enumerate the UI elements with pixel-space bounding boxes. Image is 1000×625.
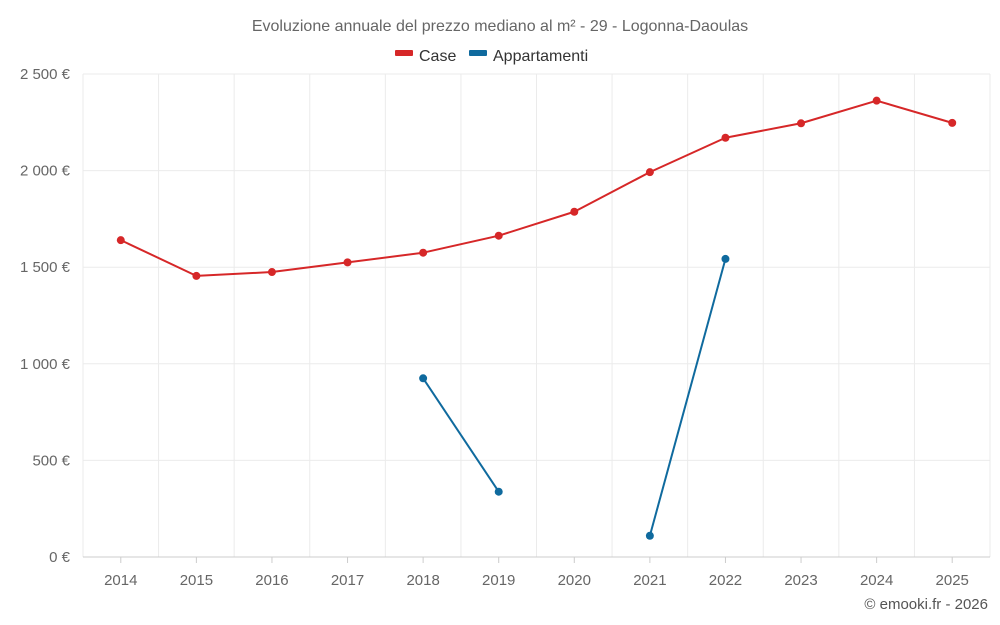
y-tick-label: 2 000 € (20, 163, 71, 180)
legend-swatch-case[interactable] (395, 50, 413, 56)
y-tick-label: 1 500 € (20, 259, 71, 276)
chart-title: Evoluzione annuale del prezzo mediano al… (252, 18, 748, 35)
series-line-case-0 (120, 99, 953, 277)
data-point-appartamenti-2019[interactable] (494, 487, 503, 496)
legend-swatch-appartamenti[interactable] (469, 50, 487, 56)
data-point-case-2023[interactable] (797, 119, 806, 128)
series-line-appartamenti-0 (422, 377, 500, 493)
x-tick-label-2017: 2017 (331, 572, 364, 589)
data-point-appartamenti-2021[interactable] (645, 531, 654, 540)
gridlines (82, 73, 991, 557)
x-tick-label-2016: 2016 (255, 572, 288, 589)
data-point-case-2015[interactable] (192, 271, 201, 280)
x-tick-label-2020: 2020 (558, 572, 591, 589)
y-tick-label: 0 € (49, 549, 71, 566)
chart-legend: Case Appartamenti (395, 48, 588, 65)
x-tick-label-2022: 2022 (709, 572, 742, 589)
y-tick-label: 2 500 € (20, 66, 71, 83)
data-point-case-2014[interactable] (116, 236, 125, 245)
y-tick-label: 1 000 € (20, 356, 71, 373)
series (116, 96, 957, 540)
data-point-appartamenti-2018[interactable] (419, 374, 428, 383)
x-tick-label-2021: 2021 (633, 572, 666, 589)
series-appartamenti (419, 254, 730, 540)
legend-label-appartamenti[interactable]: Appartamenti (493, 48, 588, 65)
x-tick-label-2019: 2019 (482, 572, 515, 589)
data-point-case-2018[interactable] (419, 248, 428, 257)
y-tick-label: 500 € (32, 452, 70, 469)
data-point-case-2017[interactable] (343, 258, 352, 267)
x-tick-label-2024: 2024 (860, 572, 893, 589)
x-tick-label-2025: 2025 (936, 572, 969, 589)
axes: 0 € 500 € 1 000 € 1 500 € 2 000 € 2 500 € 2014… (20, 66, 990, 589)
data-point-case-2019[interactable] (494, 231, 503, 240)
credit-label: © emooki.fr - 2026 (864, 596, 988, 613)
data-point-appartamenti-2022[interactable] (721, 254, 730, 263)
series-case (116, 96, 957, 280)
series-line-appartamenti-1 (648, 258, 727, 537)
data-point-case-2024[interactable] (872, 96, 881, 105)
legend-label-case[interactable]: Case (419, 48, 456, 65)
x-tick-label-2018: 2018 (406, 572, 439, 589)
data-point-case-2021[interactable] (645, 168, 654, 177)
data-point-case-2020[interactable] (570, 207, 579, 216)
x-tick-label-2023: 2023 (784, 572, 817, 589)
data-point-case-2016[interactable] (267, 268, 276, 277)
x-tick-label-2015: 2015 (180, 572, 213, 589)
data-point-case-2022[interactable] (721, 133, 730, 142)
data-point-case-2025[interactable] (948, 118, 957, 127)
x-tick-label-2014: 2014 (104, 572, 137, 589)
